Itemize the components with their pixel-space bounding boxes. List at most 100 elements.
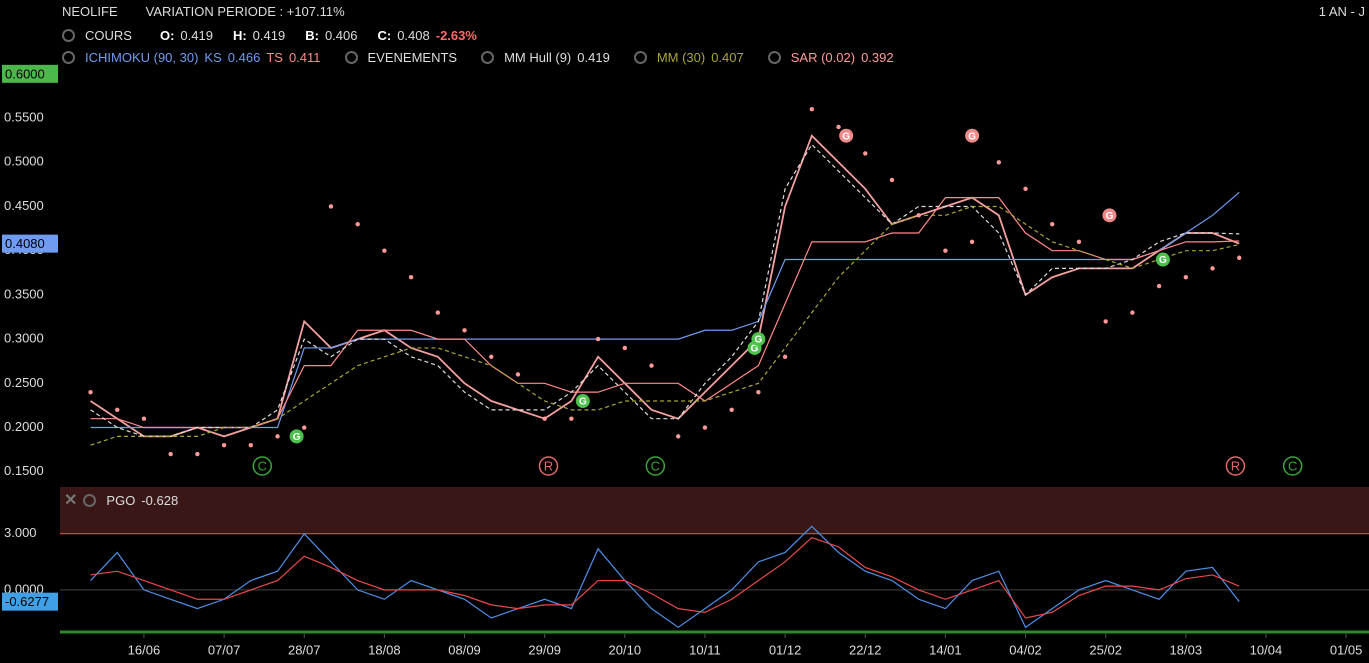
series-line xyxy=(90,536,1240,619)
series-last: 0.392 xyxy=(861,50,894,65)
panel-last: -0.628 xyxy=(141,492,179,508)
sar-dot xyxy=(542,416,547,421)
series-name: MM Hull (9) xyxy=(504,50,572,65)
gear[interactable] xyxy=(62,51,75,64)
x-tick-label: 18/03 xyxy=(1170,642,1203,657)
gear[interactable] xyxy=(633,51,647,64)
price-tag-label: 0.4080 xyxy=(5,236,45,251)
sar-dot xyxy=(1103,319,1108,324)
series-name: KS xyxy=(204,50,222,65)
y-tick-label: 0.4500 xyxy=(4,198,44,213)
sar-dot xyxy=(221,443,227,448)
x-tick-label: 01/05 xyxy=(1330,642,1363,657)
ohlc-label: H: xyxy=(232,28,247,43)
sar-dot xyxy=(676,434,681,439)
x-tick-label: 20/10 xyxy=(609,642,642,657)
event-label: C xyxy=(258,458,267,473)
pgo-legend: ✕ PGO -0.628 xyxy=(64,490,178,510)
signal-label: G xyxy=(293,432,301,443)
indicator-legend: ICHIMOKU (90, 30) KS 0.466 TS 0.411 EVENEM… xyxy=(62,50,894,65)
period[interactable]: 1 AN - J xyxy=(1319,4,1365,19)
ohlc-value: 0.408 xyxy=(397,28,430,43)
signal-marker xyxy=(1155,252,1170,267)
y-tick-label: 0.5500 xyxy=(4,109,44,124)
event-label: C xyxy=(651,458,660,473)
change: -2.63% xyxy=(435,28,477,43)
series-last: 0.419 xyxy=(577,50,610,65)
x-tick-label: 07/07 xyxy=(208,642,241,657)
series-last: 0.407 xyxy=(711,50,744,65)
price-tag-label: -0.6277 xyxy=(5,594,49,609)
event-marker xyxy=(645,456,666,476)
y-tick-label: 0.2000 xyxy=(4,419,44,434)
sar-dot xyxy=(1130,310,1135,315)
event-marker xyxy=(1225,456,1246,476)
y-tick-label: 0.3500 xyxy=(4,286,44,301)
sar-dot xyxy=(569,416,574,421)
indicator: ICHIMOKU (90, 30) xyxy=(85,50,199,65)
gear[interactable] xyxy=(83,493,97,507)
price-tag xyxy=(2,592,58,611)
sar-dot xyxy=(622,345,628,351)
y-tick-label: 0.2500 xyxy=(4,375,44,390)
price-tag xyxy=(2,64,58,83)
x-tick-label: 08/09 xyxy=(448,642,481,657)
title-row: NEOLIFE VARIATION PERIODE : +107.11% xyxy=(62,4,345,19)
signal-marker xyxy=(839,128,854,143)
x-tick-label: 10/04 xyxy=(1250,642,1283,657)
period-label[interactable]: 1 AN - J xyxy=(1318,4,1365,19)
signal-marker xyxy=(965,128,980,143)
sar-dot xyxy=(595,336,601,342)
sar-dot xyxy=(168,451,173,457)
indicator: EVENEMENTS xyxy=(367,50,458,65)
series-name: SAR (0.02) xyxy=(790,50,856,65)
series-last: 0.466 xyxy=(227,50,261,65)
gear[interactable] xyxy=(62,29,75,42)
sar-dot xyxy=(248,443,254,448)
price-tag-label: 0.6000 xyxy=(5,66,45,81)
sar-dot xyxy=(435,310,441,315)
sar-dot xyxy=(1023,186,1028,191)
series-name: COURS xyxy=(85,28,132,43)
sar-dot xyxy=(275,434,280,439)
y-tick-label: 0.0000 xyxy=(4,581,44,596)
sar-dot xyxy=(782,354,788,359)
sar-dot xyxy=(515,372,521,377)
signal-label: G xyxy=(968,131,976,142)
signal-marker xyxy=(1102,208,1117,223)
series-line xyxy=(90,525,1240,629)
event-label: C xyxy=(1288,458,1297,473)
sar-dot xyxy=(462,328,467,333)
sar-dot xyxy=(836,124,841,130)
event-marker xyxy=(252,456,273,476)
sar-dot xyxy=(1156,283,1162,289)
gear[interactable] xyxy=(344,51,358,64)
signal-label: G xyxy=(754,335,762,346)
gear[interactable] xyxy=(767,51,781,64)
sar-dot xyxy=(1050,221,1055,227)
sar-dot xyxy=(1183,275,1189,280)
panel-title: PGO xyxy=(106,492,136,508)
gear[interactable] xyxy=(481,51,495,64)
sar-dot xyxy=(889,177,895,183)
series-line xyxy=(90,205,1240,446)
sar-dot xyxy=(863,151,868,156)
x-tick-label: 25/02 xyxy=(1089,642,1122,657)
sar-dot xyxy=(702,425,708,430)
x-tick-label: 10/11 xyxy=(689,642,721,657)
sar-dot xyxy=(408,275,414,280)
sar-dot xyxy=(729,407,734,413)
signal-label: G xyxy=(1106,211,1114,222)
overbought-zone xyxy=(60,487,1369,534)
event-label: R xyxy=(544,458,553,473)
sar-dot xyxy=(489,354,494,359)
ohlc-label: O: xyxy=(159,28,175,43)
signal-marker xyxy=(751,332,766,347)
sar-dot xyxy=(328,204,334,209)
x-tick-label: 04/02 xyxy=(1009,642,1042,657)
x-tick-label: 22/12 xyxy=(849,642,882,657)
event-marker xyxy=(1282,456,1303,476)
x-tick-label: 18/08 xyxy=(368,642,401,657)
close-icon[interactable]: ✕ xyxy=(64,492,78,509)
